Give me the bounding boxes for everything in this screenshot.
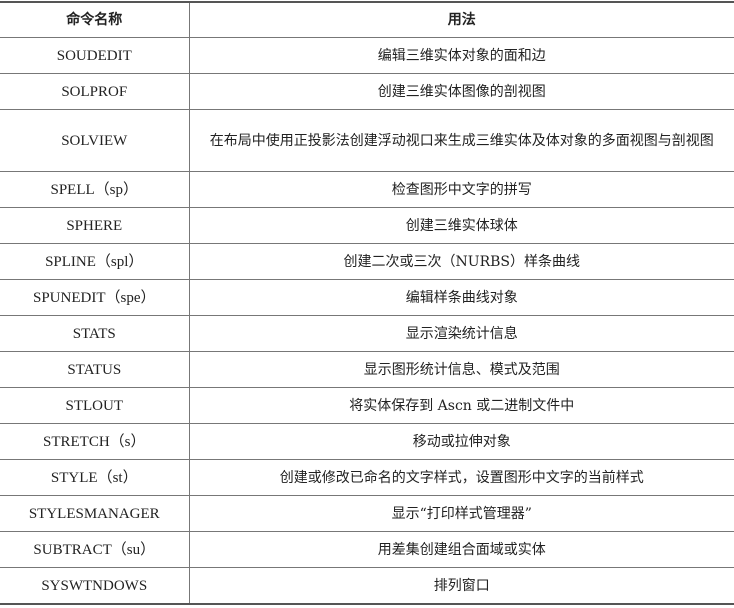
command-name-cell: STYLESMANAGER (0, 495, 190, 532)
usage-cell: 显示“打印样式管理器” (189, 495, 734, 532)
table-row: SPUNEDIT（spe） 编辑样条曲线对象 (0, 279, 734, 316)
table-row: SPHERE 创建三维实体球体 (0, 207, 734, 244)
command-name-cell: STLOUT (0, 387, 190, 424)
usage-cell: 将实体保存到 Ascn 或二进制文件中 (189, 387, 734, 424)
table-row: SOLPROF 创建三维实体图像的剖视图 (0, 73, 734, 110)
table-row: STATS 显示渲染统计信息 (0, 315, 734, 352)
command-name-cell: SPELL（sp） (0, 171, 190, 208)
table-row: STRETCH（s） 移动或拉伸对象 (0, 423, 734, 460)
table-row: SOLVIEW 在布局中使用正投影法创建浮动视口来生成三维实体及体对象的多面视图与… (0, 109, 734, 172)
command-name-cell: SOLPROF (0, 73, 190, 110)
usage-cell: 检查图形中文字的拼写 (189, 171, 734, 208)
command-name-cell: SPHERE (0, 207, 190, 244)
usage-cell: 创建三维实体球体 (189, 207, 734, 244)
table-row: SOUDEDIT 编辑三维实体对象的面和边 (0, 37, 734, 74)
usage-cell: 编辑三维实体对象的面和边 (189, 37, 734, 74)
header-command-name: 命令名称 (0, 1, 190, 38)
table-row: SUBTRACT（su） 用差集创建组合面域或实体 (0, 531, 734, 568)
table-row: STYLE（st） 创建或修改已命名的文字样式，设置图形中文字的当前样式 (0, 459, 734, 496)
usage-cell: 用差集创建组合面域或实体 (189, 531, 734, 568)
command-name-cell: STATS (0, 315, 190, 352)
command-name-cell: SYSWTNDOWS (0, 567, 190, 605)
usage-cell: 编辑样条曲线对象 (189, 279, 734, 316)
table-row: SPLINE（spl） 创建二次或三次（NURBS）样条曲线 (0, 243, 734, 280)
command-name-cell: SUBTRACT（su） (0, 531, 190, 568)
table-row: SPELL（sp） 检查图形中文字的拼写 (0, 171, 734, 208)
usage-cell: 创建或修改已命名的文字样式，设置图形中文字的当前样式 (189, 459, 734, 496)
usage-cell: 显示渲染统计信息 (189, 315, 734, 352)
usage-cell: 在布局中使用正投影法创建浮动视口来生成三维实体及体对象的多面视图与剖视图 (189, 109, 734, 172)
table-row: STATUS 显示图形统计信息、模式及范围 (0, 351, 734, 388)
command-name-cell: SPUNEDIT（spe） (0, 279, 190, 316)
table-row: STLOUT 将实体保存到 Ascn 或二进制文件中 (0, 387, 734, 424)
usage-cell: 显示图形统计信息、模式及范围 (189, 351, 734, 388)
command-name-cell: STRETCH（s） (0, 423, 190, 460)
usage-cell: 创建三维实体图像的剖视图 (189, 73, 734, 110)
header-usage: 用法 (189, 1, 734, 38)
command-name-cell: STYLE（st） (0, 459, 190, 496)
command-name-cell: SOUDEDIT (0, 37, 190, 74)
command-name-cell: SPLINE（spl） (0, 243, 190, 280)
usage-cell: 创建二次或三次（NURBS）样条曲线 (189, 243, 734, 280)
table-row: SYSWTNDOWS 排列窗口 (0, 567, 734, 605)
command-name-cell: STATUS (0, 351, 190, 388)
table-row: STYLESMANAGER 显示“打印样式管理器” (0, 495, 734, 532)
command-name-cell: SOLVIEW (0, 109, 190, 172)
usage-cell: 移动或拉伸对象 (189, 423, 734, 460)
usage-cell: 排列窗口 (189, 567, 734, 605)
table-header-row: 命令名称 用法 (0, 1, 734, 38)
